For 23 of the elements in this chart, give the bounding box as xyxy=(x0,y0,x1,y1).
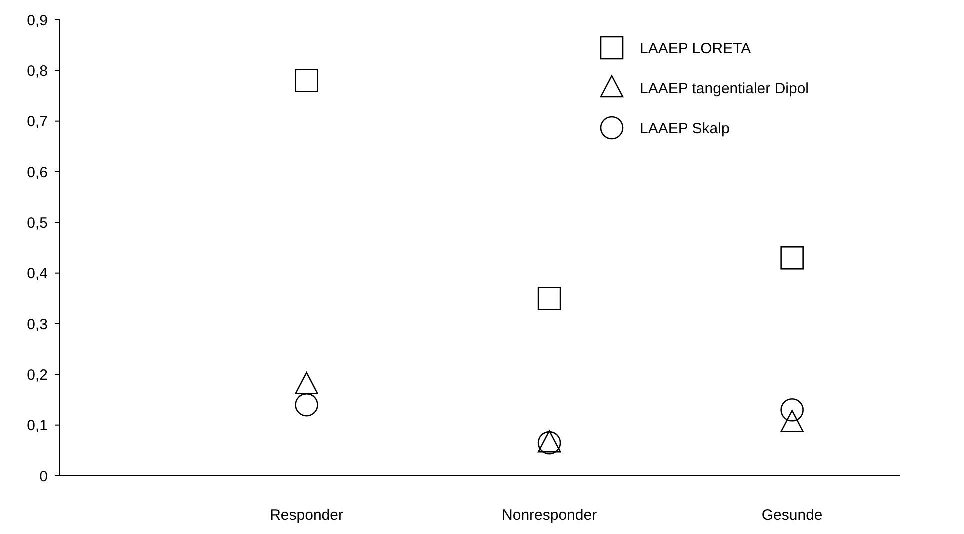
y-tick-label: 0,7 xyxy=(27,114,48,131)
legend-label: LAAEP LORETA xyxy=(640,40,752,58)
point xyxy=(538,287,562,310)
y-tick-label: 0,8 xyxy=(27,62,48,80)
y-tick-label: 0 xyxy=(40,468,48,486)
y-tick-label: 0,1 xyxy=(27,418,48,435)
x-tick-label: Gesunde xyxy=(762,507,823,524)
y-tick-label: 0,9 xyxy=(27,12,48,30)
point xyxy=(295,69,318,92)
x-tick-label: Nonresponder xyxy=(502,507,598,524)
point xyxy=(780,410,804,432)
y-tick-label: 0,4 xyxy=(27,266,48,283)
y-tick-label: 0,3 xyxy=(27,316,48,334)
legend-label: LAAEP Skalp xyxy=(640,120,730,138)
point xyxy=(295,393,318,417)
point xyxy=(780,246,804,270)
y-tick-label: 0,2 xyxy=(27,366,48,384)
point xyxy=(295,372,318,394)
y-tick-label: 0,6 xyxy=(27,164,48,182)
x-tick-label: Responder xyxy=(270,507,344,524)
point xyxy=(780,398,804,422)
y-tick-label: 0,5 xyxy=(27,214,48,232)
legend-label: LAAEP tangentialer Dipol xyxy=(640,80,809,98)
